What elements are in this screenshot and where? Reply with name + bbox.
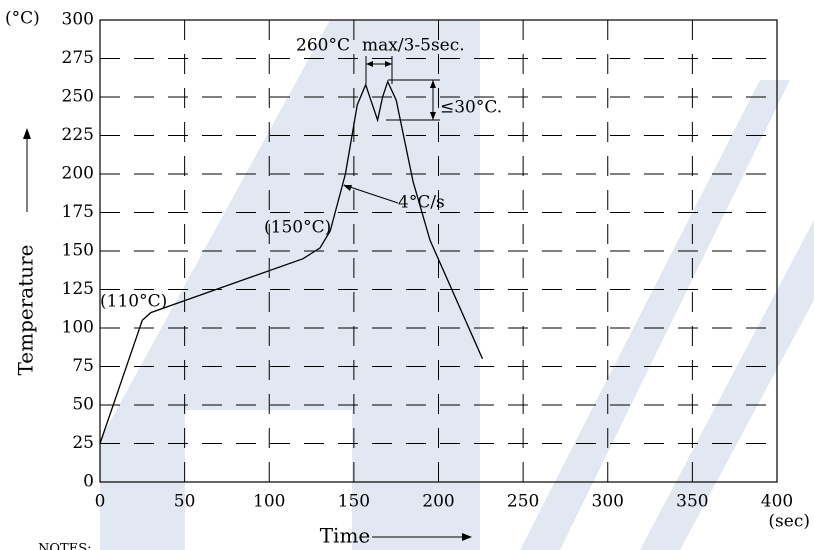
watermark-shape (100, 20, 480, 550)
x-tick-label: 300 (592, 492, 624, 512)
x-tick-label: 400 (761, 492, 793, 512)
watermark (100, 20, 814, 550)
x-unit: (sec) (768, 512, 810, 532)
y-tick-label: 100 (62, 318, 94, 338)
arrow-head (23, 128, 31, 139)
y-tick-label: 225 (62, 125, 94, 145)
x-tick-label: 250 (507, 492, 539, 512)
annotation: 260°C (296, 36, 350, 56)
annotation-arrows (23, 56, 472, 541)
annotation: NOTES: (38, 542, 91, 550)
annotation: (150°C) (264, 218, 331, 238)
arrow-head (385, 61, 392, 67)
watermark-stripe (520, 80, 790, 550)
y-tick-label: 25 (72, 433, 94, 453)
y-tick-label: 250 (62, 87, 94, 107)
y-tick-label: 300 (62, 10, 94, 30)
annotation: ≤30°C. (440, 98, 502, 118)
x-tick-label: 100 (253, 492, 285, 512)
x-tick-label: 350 (676, 492, 708, 512)
watermark-stripe (640, 220, 814, 550)
y-tick-label: 150 (62, 241, 94, 261)
x-tick-label: 200 (422, 492, 454, 512)
plot-frame (99, 19, 778, 483)
y-axis-label: Temperature (14, 244, 38, 375)
arrow-head (343, 185, 352, 191)
arrow-head (430, 80, 436, 88)
y-tick-label: 175 (62, 202, 94, 222)
y-tick-label: 50 (72, 395, 94, 415)
arrow-head (366, 61, 373, 67)
x-tick-label: 0 (95, 492, 106, 512)
y-tick-label: 75 (72, 356, 94, 376)
y-tick-label: 200 (62, 164, 94, 184)
y-unit: (°C) (5, 9, 40, 29)
y-tick-label: 275 (62, 48, 94, 68)
arrow-head (430, 112, 436, 120)
annotation: 4°C/s (398, 193, 445, 213)
x-tick-label: 150 (338, 492, 370, 512)
profile-line (99, 79, 484, 444)
x-tick-label: 50 (174, 492, 196, 512)
arrow-head (462, 533, 472, 541)
slope-leader (343, 184, 399, 204)
y-tick-label: 125 (62, 279, 94, 299)
annotation: max/3-5sec. (362, 36, 465, 56)
x-axis-label: Time (320, 524, 371, 548)
y-tick-label: 0 (83, 472, 94, 492)
annotation: (110°C) (100, 292, 167, 312)
